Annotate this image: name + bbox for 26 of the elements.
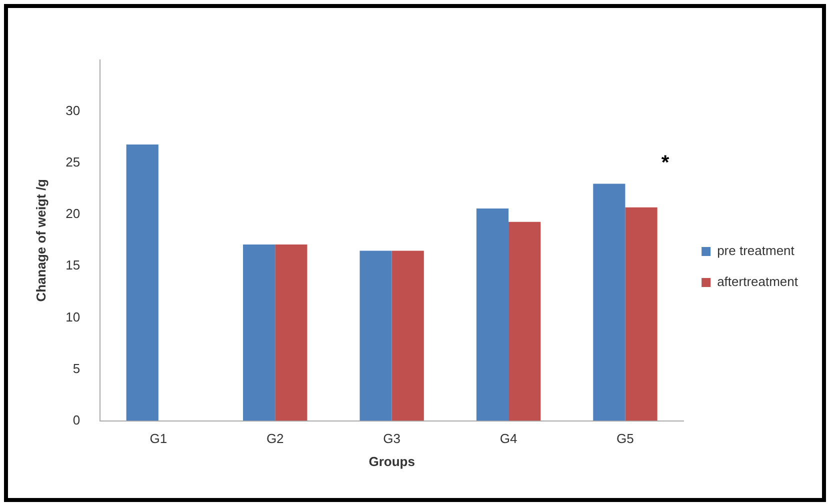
x-tick-label: G4 (500, 431, 518, 446)
legend-label: pre treatment (717, 243, 795, 258)
legend-label: aftertreatment (717, 274, 798, 290)
bar (360, 250, 392, 421)
bar (593, 184, 626, 421)
y-tick-label: 25 (66, 154, 80, 170)
y-tick-label: 10 (66, 309, 80, 324)
bar (476, 208, 509, 421)
y-tick-label: 20 (66, 206, 80, 222)
x-tick-label: G3 (383, 431, 400, 446)
bar (243, 244, 276, 421)
bar (275, 244, 308, 421)
y-tick-label: 30 (66, 103, 80, 118)
bar (625, 207, 658, 421)
x-tick-label: G2 (266, 431, 284, 446)
y-tick-label: 0 (72, 412, 80, 428)
annotation: * (661, 152, 670, 174)
x-axis-title: Groups (368, 454, 415, 469)
bar (392, 250, 424, 421)
bar (126, 144, 158, 421)
x-tick-label: G5 (616, 431, 634, 446)
bar (508, 222, 541, 421)
y-tick-label: 15 (66, 258, 80, 273)
y-axis-title: Chanage of weigt /g (33, 178, 48, 302)
x-tick-label: G1 (150, 431, 168, 446)
y-tick-label: 5 (72, 360, 80, 376)
